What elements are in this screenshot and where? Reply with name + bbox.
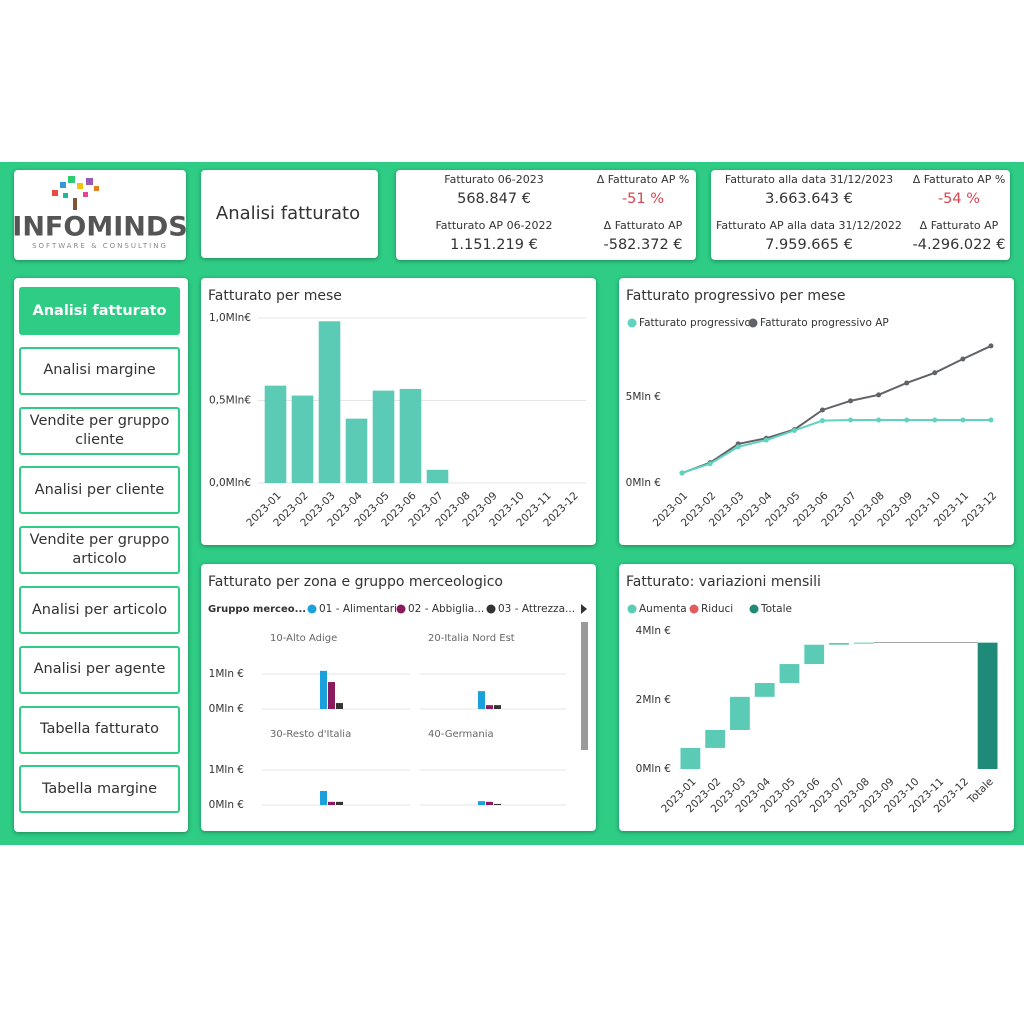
- chart-card: [201, 278, 596, 545]
- chart-card: [619, 278, 1014, 545]
- nav-button[interactable]: Tabella margine: [19, 765, 180, 814]
- kpi-card: [396, 170, 696, 260]
- nav-button[interactable]: Analisi per agente: [19, 645, 180, 694]
- title-card: [201, 170, 378, 258]
- nav-panel: Analisi fatturato Analisi margine Vendite …: [14, 278, 188, 832]
- logo-card: [14, 170, 186, 260]
- nav-button[interactable]: Analisi per cliente: [19, 466, 180, 515]
- nav-button[interactable]: Analisi margine: [19, 346, 180, 395]
- chart-card: [201, 564, 596, 831]
- nav-button[interactable]: Tabella fatturato: [19, 705, 180, 754]
- nav-button[interactable]: Analisi per articolo: [19, 586, 180, 634]
- kpi-card: [711, 170, 1010, 260]
- nav-button[interactable]: Vendite per gruppo articolo: [19, 526, 180, 575]
- nav-button[interactable]: Vendite per gruppo cliente: [19, 406, 180, 455]
- chart-card: [619, 564, 1014, 831]
- nav-button[interactable]: Analisi fatturato: [19, 287, 180, 335]
